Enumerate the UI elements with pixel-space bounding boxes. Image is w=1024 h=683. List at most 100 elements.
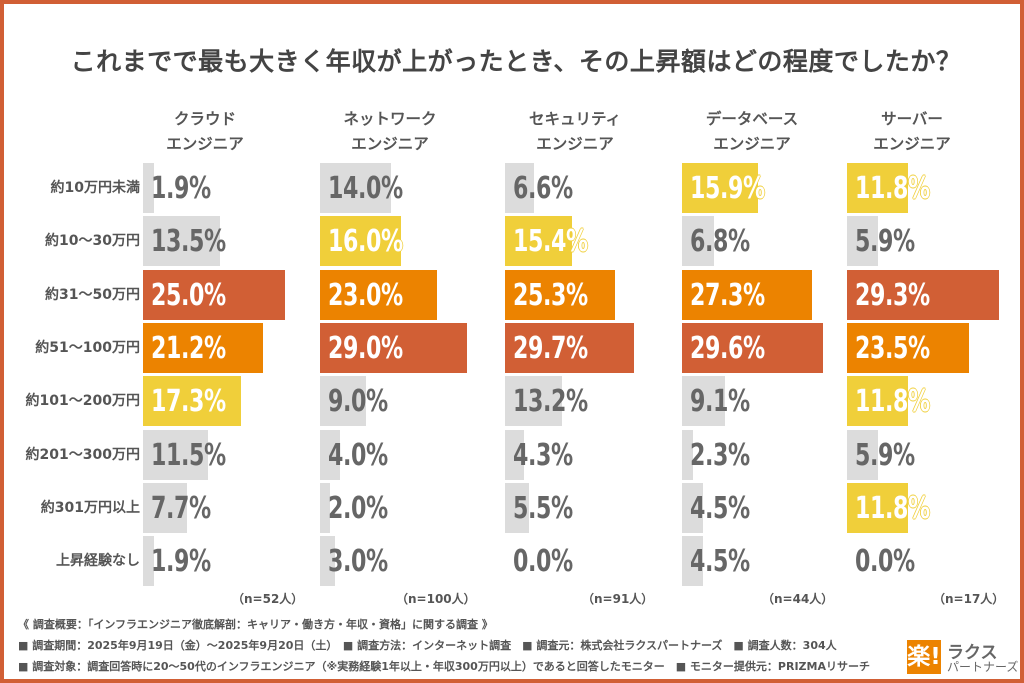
bar — [320, 536, 336, 587]
series-name-line2: エンジニア — [351, 135, 429, 153]
sample-size-label: （n=91人） — [582, 592, 654, 606]
data-label: 9.0% — [328, 384, 388, 420]
data-label: 2.0% — [328, 490, 388, 526]
series-header: ネットワーク エンジニア — [315, 107, 465, 157]
bar — [847, 216, 878, 267]
series-name-line1: データベース — [705, 110, 799, 128]
data-label: 29.7% — [513, 330, 588, 366]
bar — [505, 216, 572, 267]
data-label: 29.0% — [328, 330, 403, 366]
bar — [320, 269, 437, 320]
series-header: クラウド エンジニア — [130, 107, 280, 157]
data-label: 11.8% — [855, 384, 930, 420]
data-label: 11.8% — [855, 171, 930, 206]
bar — [847, 322, 969, 373]
data-label: 6.8% — [690, 224, 750, 260]
logo-name: ラクス — [947, 643, 998, 663]
survey-target-line: ■ 調査対象：調査回答時に20～50代のインフラエンジニア（※実務経験1年以上・… — [18, 660, 870, 673]
bar — [847, 269, 1000, 320]
row-label: 上昇経験なし — [56, 553, 140, 570]
row-label: 約201～300万円 — [25, 446, 140, 463]
data-label: 29.6% — [690, 330, 765, 366]
survey-details-line: ■ 調査期間：2025年9月19日（金）～2025年9月20日（土） ■ 調査方… — [18, 639, 837, 652]
data-label: 5.9% — [855, 224, 915, 260]
bar — [505, 376, 563, 427]
data-label: 9.1% — [690, 384, 750, 420]
bar — [682, 429, 693, 480]
data-label: 0.0% — [855, 544, 915, 580]
data-label: 29.3% — [855, 277, 930, 313]
data-label: 15.9% — [690, 171, 765, 206]
data-label: 6.6% — [513, 171, 573, 206]
bar — [320, 376, 366, 427]
data-label: 11.8% — [855, 490, 930, 526]
bar — [505, 482, 529, 533]
bar — [682, 269, 812, 320]
sample-size-label: （n=100人） — [396, 592, 476, 606]
data-label: 23.0% — [328, 277, 403, 313]
data-label: 1.9% — [151, 544, 211, 580]
data-label: 17.3% — [151, 384, 226, 420]
rakus-partners-logo: 楽! ラクス パートナーズ — [907, 640, 1019, 674]
series-name-line2: エンジニア — [713, 135, 791, 153]
data-label: 4.0% — [328, 437, 388, 473]
series-name-line2: エンジニア — [873, 135, 951, 153]
bar — [143, 216, 220, 267]
bar — [682, 216, 715, 267]
data-label: 4.5% — [690, 490, 750, 526]
survey-overview: 《 調査概要：「インフラエンジニア徹底解剖：キャリア・働き方・年収・資格」に関す… — [18, 618, 493, 631]
data-label: 7.7% — [151, 490, 211, 526]
data-label: 4.3% — [513, 437, 573, 473]
bar — [847, 482, 909, 533]
data-label: 15.4% — [513, 224, 588, 260]
bar — [143, 376, 242, 427]
data-label: 16.0% — [328, 224, 403, 260]
row-label: 約301万円以上 — [40, 499, 140, 516]
row-label: 約10～30万円 — [45, 233, 140, 250]
data-label: 5.5% — [513, 490, 573, 526]
bar — [143, 269, 285, 320]
series-name-line2: エンジニア — [166, 135, 244, 153]
data-label: 23.5% — [855, 330, 930, 366]
bar — [320, 163, 391, 213]
data-label: 11.5% — [151, 437, 226, 473]
data-label: 5.9% — [855, 437, 915, 473]
bar — [682, 536, 704, 587]
sample-size-label: （n=52人） — [232, 592, 304, 606]
bar — [682, 322, 823, 373]
data-label: 13.2% — [513, 384, 588, 420]
data-label: 13.5% — [151, 224, 226, 260]
data-label: 0.0% — [513, 544, 573, 580]
bar — [505, 269, 616, 320]
bar — [143, 322, 264, 373]
bar — [682, 163, 758, 213]
series-name-line1: クラウド — [173, 110, 236, 128]
data-label: 14.0% — [328, 171, 403, 206]
bar — [320, 429, 341, 480]
bar — [320, 322, 468, 373]
bar — [682, 376, 726, 427]
bar — [143, 429, 209, 480]
row-label: 約31～50万円 — [45, 286, 140, 303]
bar — [847, 163, 909, 213]
bar — [505, 163, 534, 213]
sample-size-label: （n=44人） — [762, 592, 834, 606]
row-label: 約101～200万円 — [25, 393, 140, 410]
bar — [847, 376, 909, 427]
series-name-line1: ネットワーク — [343, 110, 437, 128]
data-label: 1.9% — [151, 171, 211, 206]
sample-size-label: （n=17人） — [933, 592, 1005, 606]
series-header: サーバー エンジニア — [837, 107, 987, 157]
data-label: 21.2% — [151, 330, 226, 366]
row-label: 約10万円未満 — [50, 180, 140, 196]
bar — [505, 429, 524, 480]
logo-subname: パートナーズ — [947, 660, 1019, 674]
bar — [143, 536, 154, 587]
bar — [847, 429, 878, 480]
data-label: 25.3% — [513, 277, 588, 313]
series-header: セキュリティ エンジニア — [500, 107, 650, 157]
data-label: 4.5% — [690, 544, 750, 580]
chart-title: これまでで最も大きく年収が上がったとき、その上昇額はどの程度でしたか？ — [70, 47, 962, 76]
bar — [505, 322, 635, 373]
bar — [320, 482, 331, 533]
